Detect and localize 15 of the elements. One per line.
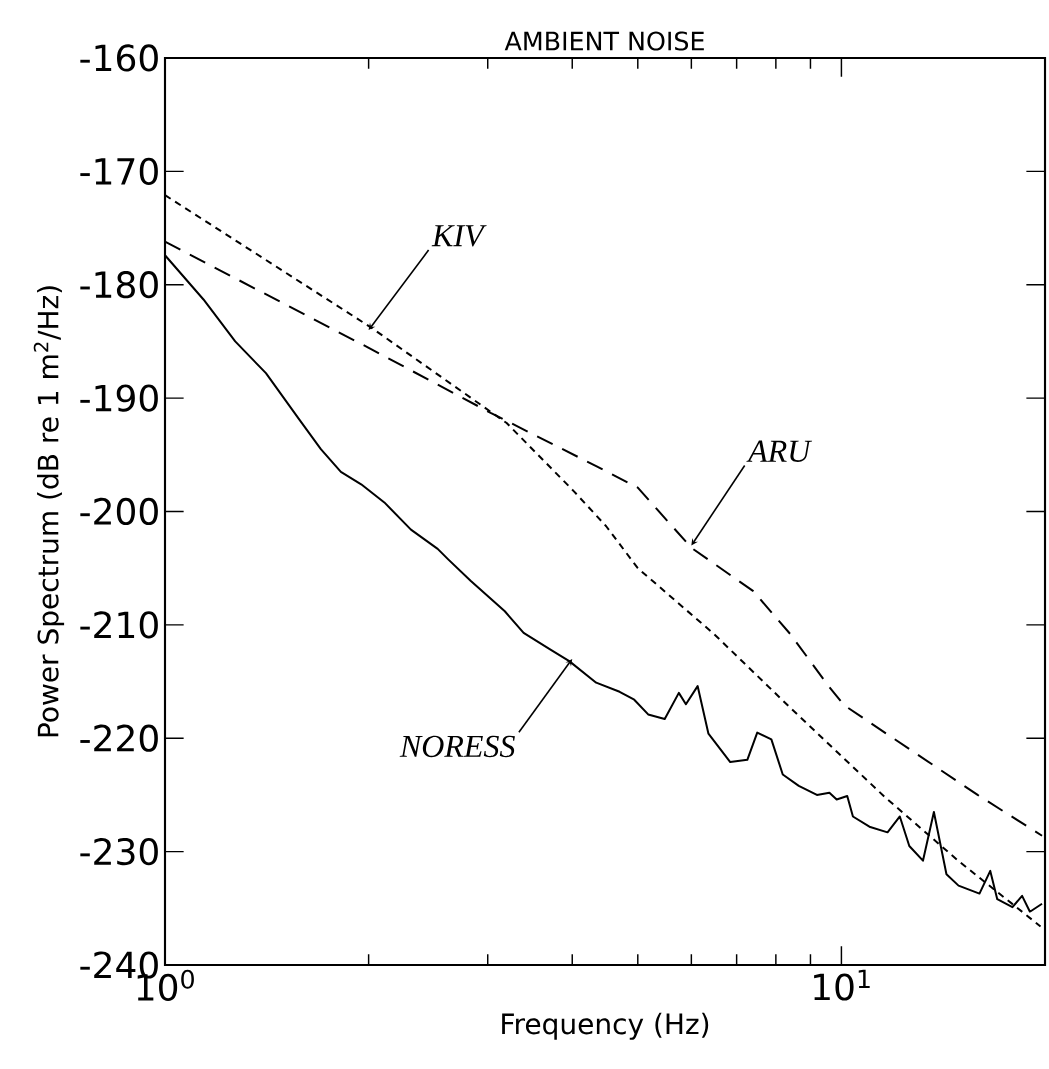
y-tick-label: -190 [80,384,158,412]
y-tick-label: -160 [80,44,158,72]
y-tick-label: -170 [80,157,158,185]
x-axis-title: Frequency (Hz) [502,1012,709,1040]
y-tick-label: -210 [80,611,158,639]
y-tick-label: -180 [80,271,158,299]
y-axis-title: Power Spectrum (dB re 1 m$^{2}$/Hz) [33,286,65,737]
annotation: ARU [746,440,813,463]
annotation: KIV [431,225,487,247]
y-tick-label: -230 [80,838,158,866]
annotation: NORESS [399,735,515,758]
chart-title: AMBIENT NOISE [504,31,704,51]
x-tick-label: 10$^{1}$ [814,969,870,1001]
y-tick-label: -200 [80,497,158,526]
y-tick-label: -220 [80,724,158,752]
